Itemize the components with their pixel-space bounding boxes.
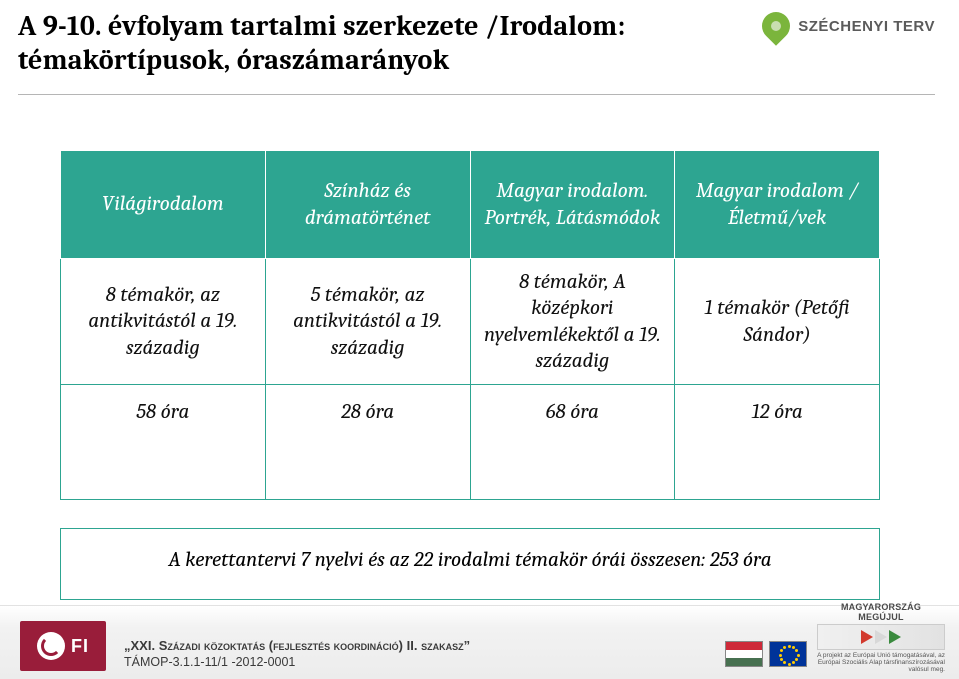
footer: FI „XXI. Századi közoktatás (fejlesztés … [0, 605, 959, 679]
table-cell: 12 óra [675, 385, 880, 500]
page-title: A 9-10. évfolyam tartalmi szerkezete /Ir… [18, 10, 718, 77]
arrow-icon [861, 630, 873, 644]
eu-star-icon [797, 654, 800, 657]
project-info: „XXI. Századi közoktatás (fejlesztés koo… [124, 638, 470, 669]
col-header: Világirodalom [61, 151, 266, 259]
eu-star-icon [795, 649, 798, 652]
eu-star-icon [788, 663, 791, 666]
table-cell: 28 óra [265, 385, 470, 500]
col-header: Magyar irodalom / Életmű/vek [675, 151, 880, 259]
eu-star-icon [780, 658, 783, 661]
eu-star-icon [783, 646, 786, 649]
eu-star-icon [795, 658, 798, 661]
mm-arrows [861, 630, 901, 644]
mm-arrows-box [817, 624, 945, 650]
project-title-quote-open: „XXI. [124, 638, 159, 653]
slide: A 9-10. évfolyam tartalmi szerkezete /Ir… [0, 0, 959, 679]
table-cell: 58 óra [61, 385, 266, 500]
ofi-swirl-icon [37, 632, 65, 660]
flag-stripe [726, 642, 762, 650]
magyarorszag-megujul-block: MAGYARORSZÁG MEGÚJUL A projekt az Európa… [817, 602, 945, 673]
table-cell: 8 témakör, az antikvitástól a 19. század… [61, 259, 266, 385]
flags [725, 641, 807, 667]
ofi-logo: FI [20, 621, 106, 671]
szechenyi-logo: SZÉCHENYI TERV [762, 12, 935, 40]
project-code: TÁMOP-3.1.1-11/1 -2012-0001 [124, 655, 470, 669]
flag-stripe [726, 658, 762, 666]
project-title-main: Századi közoktatás (fejlesztés koordinác… [159, 638, 464, 653]
eu-star-icon [779, 654, 782, 657]
flag-eu-icon [769, 641, 807, 667]
mm-title: MAGYARORSZÁG MEGÚJUL [817, 602, 945, 622]
table-header-row: Világirodalom Színház és drámatörténet M… [61, 151, 880, 259]
eu-star-icon [780, 649, 783, 652]
table-cell: 8 témakör, A középkori nyelvemlékektől a… [470, 259, 675, 385]
arrow-icon [889, 630, 901, 644]
project-title-quote-close: ” [464, 638, 471, 653]
table-row: 8 témakör, az antikvitástól a 19. század… [61, 259, 880, 385]
eu-star-icon [792, 661, 795, 664]
flag-stripe [726, 650, 762, 658]
szechenyi-logo-text: SZÉCHENYI TERV [798, 18, 935, 35]
table-row: 58 óra 28 óra 68 óra 12 óra [61, 385, 880, 500]
project-title: „XXI. Századi közoktatás (fejlesztés koo… [124, 638, 470, 653]
eu-star-icon [788, 645, 791, 648]
ofi-logo-text: FI [71, 636, 89, 657]
content-area: Világirodalom Színház és drámatörténet M… [60, 150, 880, 600]
table-cell: 5 témakör, az antikvitástól a 19. század… [265, 259, 470, 385]
table-cell: 1 témakör (Petőfi Sándor) [675, 259, 880, 385]
mm-subtext: A projekt az Európai Unió támogatásával,… [817, 652, 945, 673]
pin-icon [756, 6, 796, 46]
table-cell: 68 óra [470, 385, 675, 500]
eu-star-icon [792, 646, 795, 649]
arrow-icon [875, 630, 887, 644]
title-rule [18, 94, 935, 95]
flag-hungary-icon [725, 641, 763, 667]
curriculum-table: Világirodalom Színház és drámatörténet M… [60, 150, 880, 500]
eu-star-icon [783, 661, 786, 664]
summary-box: A kerettantervi 7 nyelvi és az 22 irodal… [60, 528, 880, 599]
col-header: Magyar irodalom. Portrék, Látásmódok [470, 151, 675, 259]
col-header: Színház és drámatörténet [265, 151, 470, 259]
